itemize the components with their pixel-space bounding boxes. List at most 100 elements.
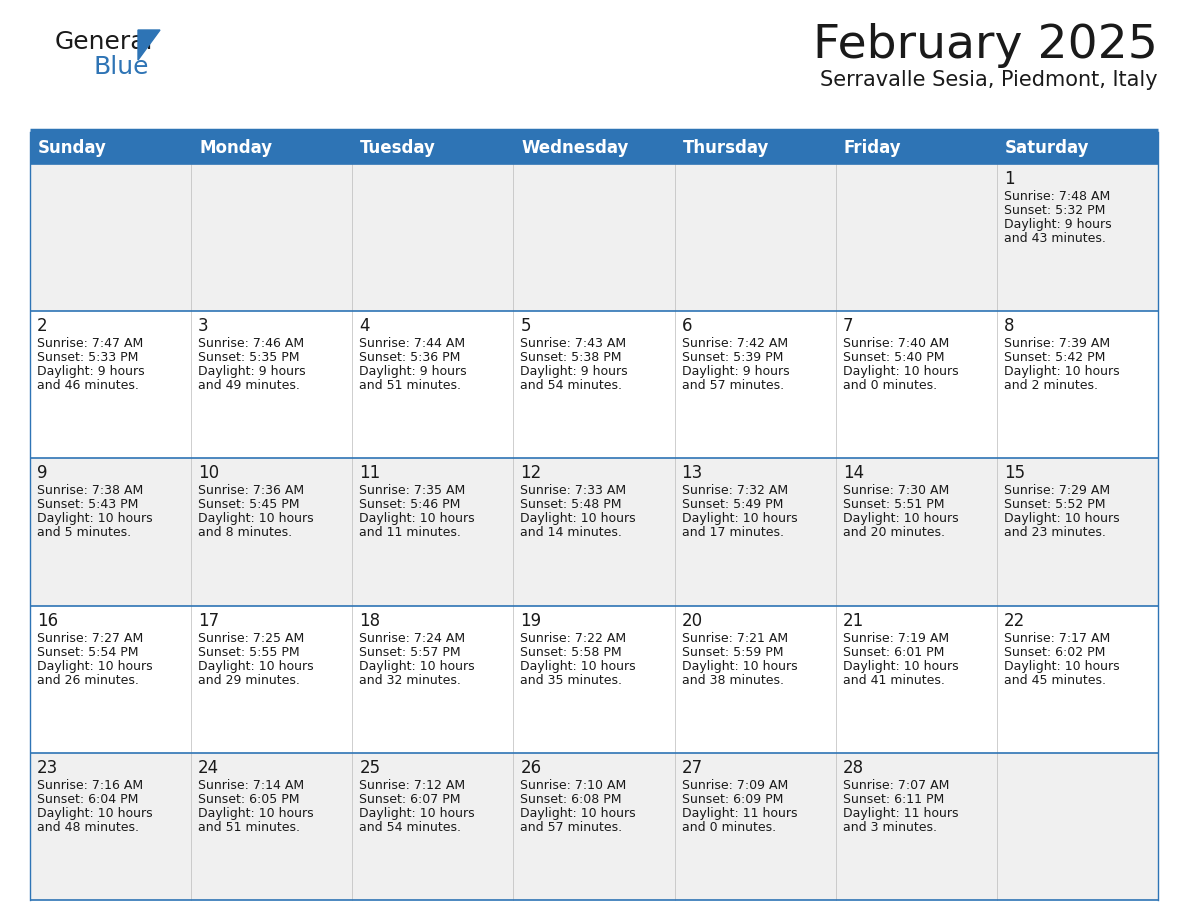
Text: Sunrise: 7:48 AM: Sunrise: 7:48 AM — [1004, 190, 1110, 203]
Text: 8: 8 — [1004, 318, 1015, 335]
Text: Daylight: 10 hours: Daylight: 10 hours — [682, 660, 797, 673]
Text: Sunset: 5:32 PM: Sunset: 5:32 PM — [1004, 204, 1105, 217]
Text: Daylight: 9 hours: Daylight: 9 hours — [37, 365, 145, 378]
Text: and 14 minutes.: and 14 minutes. — [520, 526, 623, 540]
Text: Saturday: Saturday — [1005, 139, 1089, 157]
Text: and 57 minutes.: and 57 minutes. — [682, 379, 784, 392]
Text: Sunset: 5:39 PM: Sunset: 5:39 PM — [682, 352, 783, 364]
Bar — [30, 311, 1158, 458]
Text: Daylight: 10 hours: Daylight: 10 hours — [842, 365, 959, 378]
Text: 23: 23 — [37, 759, 58, 777]
Text: Blue: Blue — [93, 55, 148, 79]
Bar — [191, 132, 353, 164]
Text: Sunset: 5:40 PM: Sunset: 5:40 PM — [842, 352, 944, 364]
Bar — [997, 132, 1158, 164]
Text: Daylight: 9 hours: Daylight: 9 hours — [682, 365, 789, 378]
Text: and 26 minutes.: and 26 minutes. — [37, 674, 139, 687]
Text: and 38 minutes.: and 38 minutes. — [682, 674, 784, 687]
Text: Daylight: 9 hours: Daylight: 9 hours — [520, 365, 628, 378]
Text: Sunrise: 7:47 AM: Sunrise: 7:47 AM — [37, 337, 144, 350]
Text: 2: 2 — [37, 318, 48, 335]
Text: Daylight: 10 hours: Daylight: 10 hours — [842, 512, 959, 525]
Text: February 2025: February 2025 — [813, 23, 1158, 68]
Text: Sunset: 5:42 PM: Sunset: 5:42 PM — [1004, 352, 1105, 364]
Text: and 48 minutes.: and 48 minutes. — [37, 821, 139, 834]
Text: 15: 15 — [1004, 465, 1025, 482]
Text: Sunrise: 7:25 AM: Sunrise: 7:25 AM — [198, 632, 304, 644]
Bar — [30, 132, 191, 164]
Text: Daylight: 10 hours: Daylight: 10 hours — [198, 512, 314, 525]
Text: Monday: Monday — [200, 139, 272, 157]
Text: Sunset: 5:33 PM: Sunset: 5:33 PM — [37, 352, 138, 364]
Text: Sunrise: 7:19 AM: Sunrise: 7:19 AM — [842, 632, 949, 644]
Text: Daylight: 10 hours: Daylight: 10 hours — [1004, 512, 1119, 525]
Text: Sunrise: 7:40 AM: Sunrise: 7:40 AM — [842, 337, 949, 350]
Bar — [835, 132, 997, 164]
Text: and 17 minutes.: and 17 minutes. — [682, 526, 784, 540]
Text: 3: 3 — [198, 318, 209, 335]
Text: Sunday: Sunday — [38, 139, 107, 157]
Text: Sunrise: 7:24 AM: Sunrise: 7:24 AM — [359, 632, 466, 644]
Text: 21: 21 — [842, 611, 864, 630]
Text: Sunset: 5:45 PM: Sunset: 5:45 PM — [198, 498, 299, 511]
Text: Daylight: 11 hours: Daylight: 11 hours — [842, 807, 959, 820]
Text: Sunset: 5:35 PM: Sunset: 5:35 PM — [198, 352, 299, 364]
Bar — [675, 132, 835, 164]
Text: and 51 minutes.: and 51 minutes. — [359, 379, 461, 392]
Text: and 5 minutes.: and 5 minutes. — [37, 526, 131, 540]
Text: General: General — [55, 30, 153, 54]
Text: 24: 24 — [198, 759, 220, 777]
Text: Sunrise: 7:29 AM: Sunrise: 7:29 AM — [1004, 485, 1110, 498]
Text: 4: 4 — [359, 318, 369, 335]
Text: and 23 minutes.: and 23 minutes. — [1004, 526, 1106, 540]
Text: and 51 minutes.: and 51 minutes. — [198, 821, 301, 834]
Text: 6: 6 — [682, 318, 693, 335]
Text: and 3 minutes.: and 3 minutes. — [842, 821, 936, 834]
Text: Sunset: 6:08 PM: Sunset: 6:08 PM — [520, 793, 623, 806]
Text: Sunset: 5:54 PM: Sunset: 5:54 PM — [37, 645, 139, 658]
Text: Sunset: 6:09 PM: Sunset: 6:09 PM — [682, 793, 783, 806]
Text: Daylight: 10 hours: Daylight: 10 hours — [198, 660, 314, 673]
Text: Sunrise: 7:30 AM: Sunrise: 7:30 AM — [842, 485, 949, 498]
Text: and 57 minutes.: and 57 minutes. — [520, 821, 623, 834]
Text: and 20 minutes.: and 20 minutes. — [842, 526, 944, 540]
Text: Daylight: 10 hours: Daylight: 10 hours — [682, 512, 797, 525]
Text: Sunrise: 7:44 AM: Sunrise: 7:44 AM — [359, 337, 466, 350]
Text: Sunrise: 7:21 AM: Sunrise: 7:21 AM — [682, 632, 788, 644]
Text: and 8 minutes.: and 8 minutes. — [198, 526, 292, 540]
Text: Sunset: 5:48 PM: Sunset: 5:48 PM — [520, 498, 623, 511]
Text: 26: 26 — [520, 759, 542, 777]
Text: Sunrise: 7:10 AM: Sunrise: 7:10 AM — [520, 778, 627, 792]
Text: 22: 22 — [1004, 611, 1025, 630]
Text: Sunset: 6:05 PM: Sunset: 6:05 PM — [198, 793, 299, 806]
Text: Thursday: Thursday — [683, 139, 769, 157]
Text: Sunset: 6:02 PM: Sunset: 6:02 PM — [1004, 645, 1105, 658]
Text: Sunset: 5:49 PM: Sunset: 5:49 PM — [682, 498, 783, 511]
Text: Sunset: 5:43 PM: Sunset: 5:43 PM — [37, 498, 138, 511]
Text: and 2 minutes.: and 2 minutes. — [1004, 379, 1098, 392]
Text: Sunrise: 7:12 AM: Sunrise: 7:12 AM — [359, 778, 466, 792]
Polygon shape — [138, 30, 160, 60]
Text: Daylight: 10 hours: Daylight: 10 hours — [520, 660, 636, 673]
Text: Daylight: 9 hours: Daylight: 9 hours — [359, 365, 467, 378]
Text: Tuesday: Tuesday — [360, 139, 436, 157]
Text: 14: 14 — [842, 465, 864, 482]
Text: Sunrise: 7:32 AM: Sunrise: 7:32 AM — [682, 485, 788, 498]
Text: Sunrise: 7:35 AM: Sunrise: 7:35 AM — [359, 485, 466, 498]
Text: Friday: Friday — [843, 139, 902, 157]
Text: and 0 minutes.: and 0 minutes. — [842, 379, 937, 392]
Text: Daylight: 10 hours: Daylight: 10 hours — [37, 660, 152, 673]
Text: 16: 16 — [37, 611, 58, 630]
Text: Sunset: 5:55 PM: Sunset: 5:55 PM — [198, 645, 299, 658]
Text: and 35 minutes.: and 35 minutes. — [520, 674, 623, 687]
Text: 7: 7 — [842, 318, 853, 335]
Text: and 0 minutes.: and 0 minutes. — [682, 821, 776, 834]
Text: Sunrise: 7:22 AM: Sunrise: 7:22 AM — [520, 632, 626, 644]
Text: Sunrise: 7:33 AM: Sunrise: 7:33 AM — [520, 485, 626, 498]
Text: 9: 9 — [37, 465, 48, 482]
Text: Sunrise: 7:38 AM: Sunrise: 7:38 AM — [37, 485, 144, 498]
Text: Sunset: 6:11 PM: Sunset: 6:11 PM — [842, 793, 944, 806]
Text: and 11 minutes.: and 11 minutes. — [359, 526, 461, 540]
Text: 18: 18 — [359, 611, 380, 630]
Text: Sunset: 5:38 PM: Sunset: 5:38 PM — [520, 352, 623, 364]
